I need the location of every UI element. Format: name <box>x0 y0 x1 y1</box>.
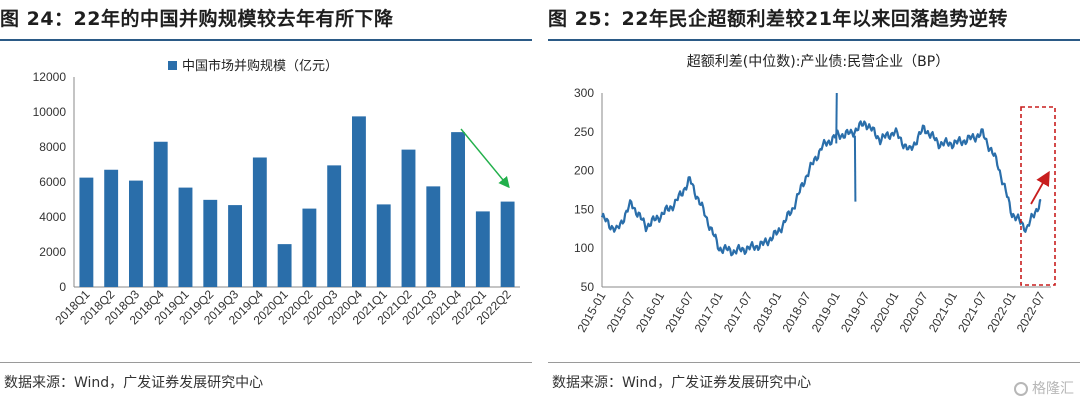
right-footer-rule <box>548 362 1080 363</box>
watermark-logo-icon <box>1014 382 1028 396</box>
bar <box>104 169 119 287</box>
bar <box>475 211 490 287</box>
bar <box>426 186 441 287</box>
y-tick-label: 10000 <box>33 105 67 119</box>
y-tick-label: 12000 <box>33 70 67 84</box>
bar <box>302 208 317 287</box>
right-panel: 图 25：22年民企超额利差较21年以来回落趋势逆转 超额利差(中位数):产业债… <box>548 0 1080 410</box>
bar <box>252 157 267 287</box>
highlight-box <box>1020 106 1056 286</box>
bar <box>203 199 218 287</box>
series-spike-down <box>853 135 857 202</box>
bar <box>401 149 416 287</box>
bar <box>500 201 515 287</box>
y-tick-label: 6000 <box>39 175 66 189</box>
right-figure-title: 图 25：22年民企超额利差较21年以来回落趋势逆转 <box>548 8 1008 30</box>
left-figure-title: 图 24：22年的中国并购规模较去年有所下降 <box>0 8 394 30</box>
x-tick-label: 2022-07 <box>1014 289 1048 334</box>
left-panel: 图 24：22年的中国并购规模较去年有所下降 中国市场并购规模（亿元） 0 2000… <box>0 0 532 410</box>
line-chart: 超额利差(中位数):产业债:民营企业（BP） 50 100 150 200 250 300 2… <box>574 53 1056 335</box>
bar <box>277 244 292 287</box>
bar-chart: 中国市场并购规模（亿元）0200040006000800010000120002… <box>33 58 520 327</box>
y-tick-label: 2000 <box>39 245 66 259</box>
watermark-text: 格隆汇 <box>1032 381 1074 397</box>
left-header-rule <box>0 39 532 41</box>
legend-swatch <box>168 61 177 70</box>
right-header-rule <box>548 39 1080 41</box>
y-tick-label: 4000 <box>39 210 66 224</box>
bar <box>153 141 168 287</box>
series-spike-up <box>835 92 838 144</box>
y-tick-label: 150 <box>574 202 594 216</box>
y-tick-label: 0 <box>59 280 66 294</box>
y-tick-label: 200 <box>574 164 594 178</box>
y-tick-label: 250 <box>574 125 594 139</box>
left-source-note: 数据来源：Wind，广发证券发展研究中心 <box>4 375 264 391</box>
series-line <box>600 120 1042 257</box>
legend-label: 中国市场并购规模（亿元） <box>182 58 338 74</box>
red-trend-arrow <box>1030 170 1050 205</box>
bar <box>178 187 193 287</box>
bar <box>352 116 366 287</box>
watermark: 格隆汇 <box>1014 378 1074 398</box>
y-tick-label: 300 <box>574 86 594 100</box>
left-footer-rule <box>0 362 532 363</box>
y-tick-label: 100 <box>574 241 594 255</box>
y-tick-label: 8000 <box>39 140 66 154</box>
line-chart-title: 超额利差(中位数):产业债:民营企业（BP） <box>687 53 949 70</box>
bar <box>79 177 94 287</box>
bar <box>376 204 391 287</box>
green-trend-arrow <box>460 128 510 189</box>
right-source-note: 数据来源：Wind，广发证券发展研究中心 <box>552 375 812 391</box>
bar <box>129 180 143 287</box>
bar <box>327 165 342 287</box>
bar <box>228 205 242 287</box>
y-tick-label: 50 <box>581 280 595 294</box>
bar <box>451 132 465 287</box>
